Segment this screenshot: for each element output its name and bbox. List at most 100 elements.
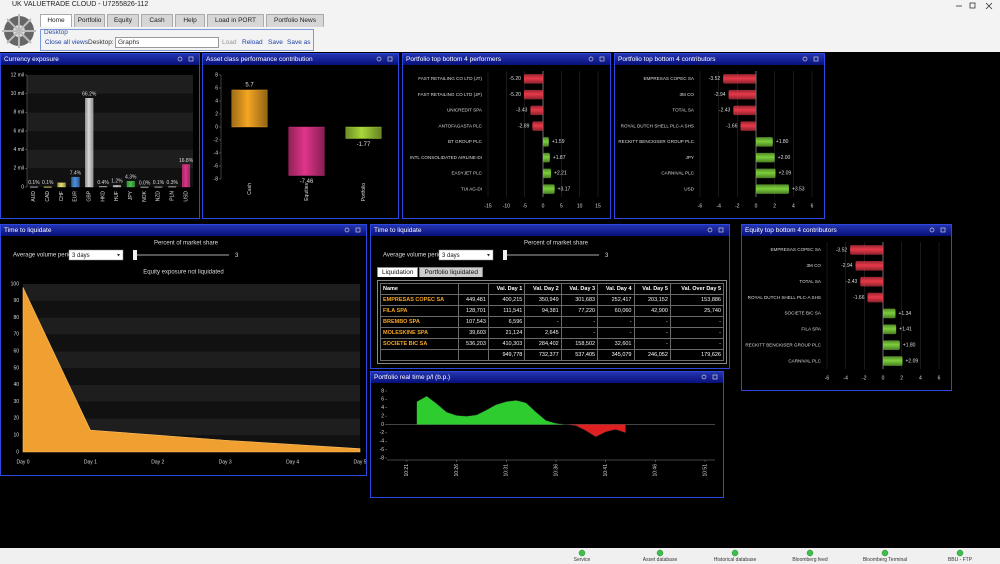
category-label: NOK [142,190,148,202]
y-tick-label: 4 mil [13,147,24,153]
category-label: CARNIVAL PLC [788,358,821,363]
totals-row: 949,778 732,377 537,405 345,079 246,052 179,6… [379,349,725,361]
tab[interactable]: Portfolio News [266,14,324,27]
bar [855,261,883,271]
y-tick-label: 4 [215,98,218,104]
bar [182,164,191,188]
period-select[interactable] [438,249,494,261]
window-controls[interactable] [950,0,1000,12]
bar [71,176,80,188]
period-value: 3 days [442,253,460,259]
panel-header: Portfolio top bottom 4 contributors [615,54,824,65]
resize-icon [355,227,361,233]
x-tick-label: 10:46 [653,464,659,477]
grid-band [23,351,360,368]
bar [154,186,163,188]
x-tick-label: 6 [811,203,814,209]
x-tick-label: 10:36 [553,464,559,477]
panel-icons[interactable] [800,54,822,65]
panel-title: Time to liquidate [4,227,52,234]
tab[interactable]: Help [175,14,205,27]
x-tick-label: -10 [503,203,510,209]
group-label: Desktop [44,29,68,36]
y-tick-label: 90 [13,298,19,304]
value-cell: 128,701 [458,305,489,317]
panel-icons[interactable] [705,225,727,236]
panel-icons[interactable] [586,54,608,65]
bar [756,137,773,147]
grid-band [23,334,360,352]
panel-icons[interactable] [175,54,197,65]
save-button[interactable]: Save [268,39,283,46]
pin-icon [588,56,594,62]
y-tick-label: -4 [380,439,385,445]
bar [532,121,543,131]
category-label: INTL CONSOLIDATED AIRLINE-DI [410,155,482,160]
value-label: +3.53 [792,186,805,192]
bar [288,126,325,176]
category-label: FAST RETAILING CO LTD (JP) [418,92,483,97]
value-cell: 32,601 [597,338,635,350]
panel-icons[interactable] [342,225,364,236]
value-cell: - [560,316,599,328]
x-tick-label: -6 [698,203,703,209]
bar [756,168,776,179]
period-select[interactable] [68,249,124,261]
category-label: Cash [247,183,253,195]
x-tick-label: -2 [735,203,740,209]
value-cell: 410,303 [487,338,526,350]
slider-thumb[interactable] [503,250,507,260]
period-label: Average volume period: [13,253,77,259]
category-label: FILA SPA [801,327,822,332]
y-tick-label: -6 [380,447,385,453]
grid-band [23,300,360,318]
category-label: JPY [128,190,134,200]
tab[interactable]: Portfolio [74,14,105,27]
x-tick-label: 2 [773,203,776,209]
value-label: -2.94 [714,92,726,98]
status-dot [731,549,739,557]
value-cell: 153,886 [669,294,725,306]
maximize[interactable] [969,2,976,9]
tab[interactable]: Equity [107,14,139,27]
liquidation-table: Name Val. Day 1 Val. Day 2 Val. Day 3 Val. D… [379,283,725,361]
grid-band [27,93,193,113]
chart-subtitle: Equity exposure not liquidated [143,270,223,276]
resize-icon [940,227,946,233]
resize-icon [387,56,393,62]
value-label: +2.00 [778,155,791,161]
panel: Equity top bottom 4 contributors -6 -4 -2 0 2… [741,224,952,391]
desktop-select[interactable]: Graphs [115,37,219,48]
bar [723,74,756,84]
close-all-button[interactable]: Close all views [45,39,88,46]
bar [523,89,543,100]
x-tick-label: 5 [560,203,563,209]
category-label: EASYJET PLC [451,171,482,176]
x-tick-label: 15 [595,203,601,209]
panel-icons[interactable] [927,225,949,236]
table-tab[interactable]: Portfolio liquidated [419,267,483,277]
tab[interactable]: Home [40,14,72,27]
period-label: Average volume period: [383,253,447,259]
value-cell: - [524,316,562,328]
save-as-button[interactable]: Save as [287,39,311,46]
share-label: 16.8% [179,158,194,164]
panel-icons[interactable] [374,54,396,65]
x-tick-label: 10 [577,203,583,209]
category-label: HUF [114,191,120,201]
slider-thumb[interactable] [133,250,137,260]
load-button[interactable]: Load [222,39,237,46]
tab[interactable]: Cash [141,14,173,27]
value-cell: 42,900 [633,305,671,317]
y-tick-label: 8 [215,72,218,78]
x-tick-label: Day 5 [353,459,366,465]
panel-title: Portfolio top bottom 4 performers [406,56,502,63]
table-tab[interactable]: Liquidation [377,267,419,277]
reload-button[interactable]: Reload [242,39,263,46]
tab[interactable]: Load in PORT [207,14,264,27]
close[interactable] [985,2,993,10]
total-cell: 179,626 [669,349,725,361]
status-dot [806,549,814,557]
panel-icons[interactable] [699,372,721,383]
bar [860,276,883,287]
